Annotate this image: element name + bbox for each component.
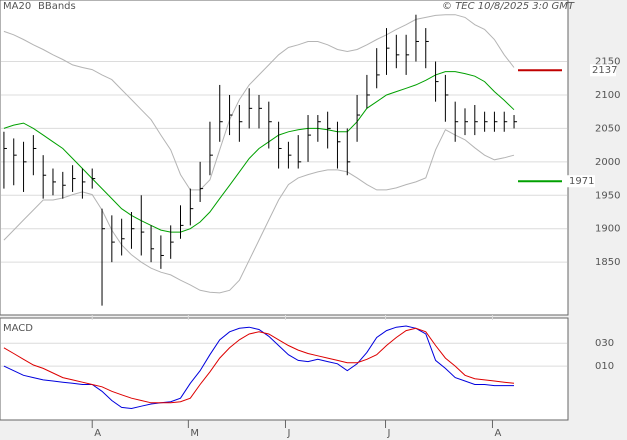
level-label: 2137 — [592, 65, 617, 76]
ma20-line — [3, 71, 515, 233]
y-tick-label: 010 — [595, 361, 614, 372]
bband-upper — [3, 14, 515, 191]
x-tick-label: A — [494, 428, 501, 439]
y-tick-label: 030 — [595, 338, 614, 349]
y-tick-label: 2150 — [595, 57, 620, 68]
macd-line — [3, 327, 515, 404]
level-label-bg — [590, 64, 616, 77]
level-label: 1971 — [569, 176, 594, 187]
level-label-bg — [567, 175, 595, 188]
macd-panel — [0, 317, 569, 421]
x-tick-label: J — [387, 428, 391, 439]
legend-bbands: BBands — [38, 1, 76, 12]
y-tick-label: 1850 — [595, 257, 620, 268]
y-tick-label: 2050 — [595, 123, 620, 134]
y-tick-label: 1900 — [595, 224, 620, 235]
y-tick-label: 2100 — [595, 90, 620, 101]
macd-line — [3, 325, 514, 410]
y-tick-label: 2000 — [595, 157, 620, 168]
bband-lower — [3, 129, 515, 294]
price-panel — [0, 0, 569, 316]
x-tick-label: J — [286, 428, 290, 439]
chart-title: © TEC 10/8/2025 3:0 GMT — [442, 1, 575, 12]
macd-title: MACD — [3, 323, 33, 334]
y-tick-label: 1950 — [595, 190, 620, 201]
legend-ma20: MA20 — [3, 1, 31, 12]
x-tick-label: A — [94, 428, 101, 439]
x-tick-label: M — [190, 428, 199, 439]
